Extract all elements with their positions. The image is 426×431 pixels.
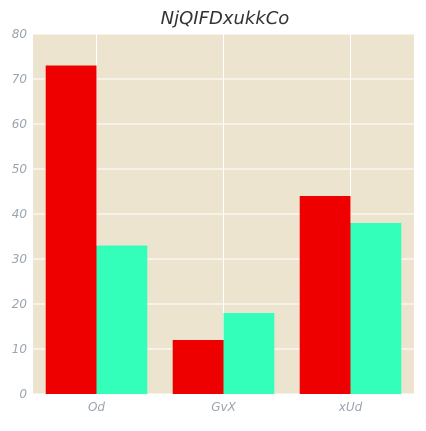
bar	[300, 196, 351, 394]
x-tick-label: GvX	[211, 400, 236, 414]
y-tick-label: 80	[12, 27, 28, 41]
x-axis: Od GvX xUd	[88, 400, 363, 414]
bar	[173, 340, 224, 394]
y-tick-label: 10	[12, 342, 28, 356]
y-tick-label: 20	[12, 297, 28, 311]
x-tick-label: xUd	[338, 400, 363, 414]
chart-title: NjQIFDxukkCo	[161, 8, 290, 29]
x-tick-label: Od	[88, 400, 105, 414]
bar	[46, 66, 97, 395]
y-tick-label: 0	[19, 387, 27, 401]
y-tick-label: 30	[12, 252, 28, 266]
y-tick-label: 40	[12, 207, 28, 221]
y-tick-label: 50	[12, 162, 28, 176]
bar	[97, 246, 148, 395]
y-tick-label: 70	[12, 72, 28, 86]
y-tick-label: 60	[12, 117, 28, 131]
bar	[224, 313, 275, 394]
y-axis: 0 10 20 30 40 50 60 70 80	[12, 27, 28, 401]
bar	[351, 223, 402, 394]
